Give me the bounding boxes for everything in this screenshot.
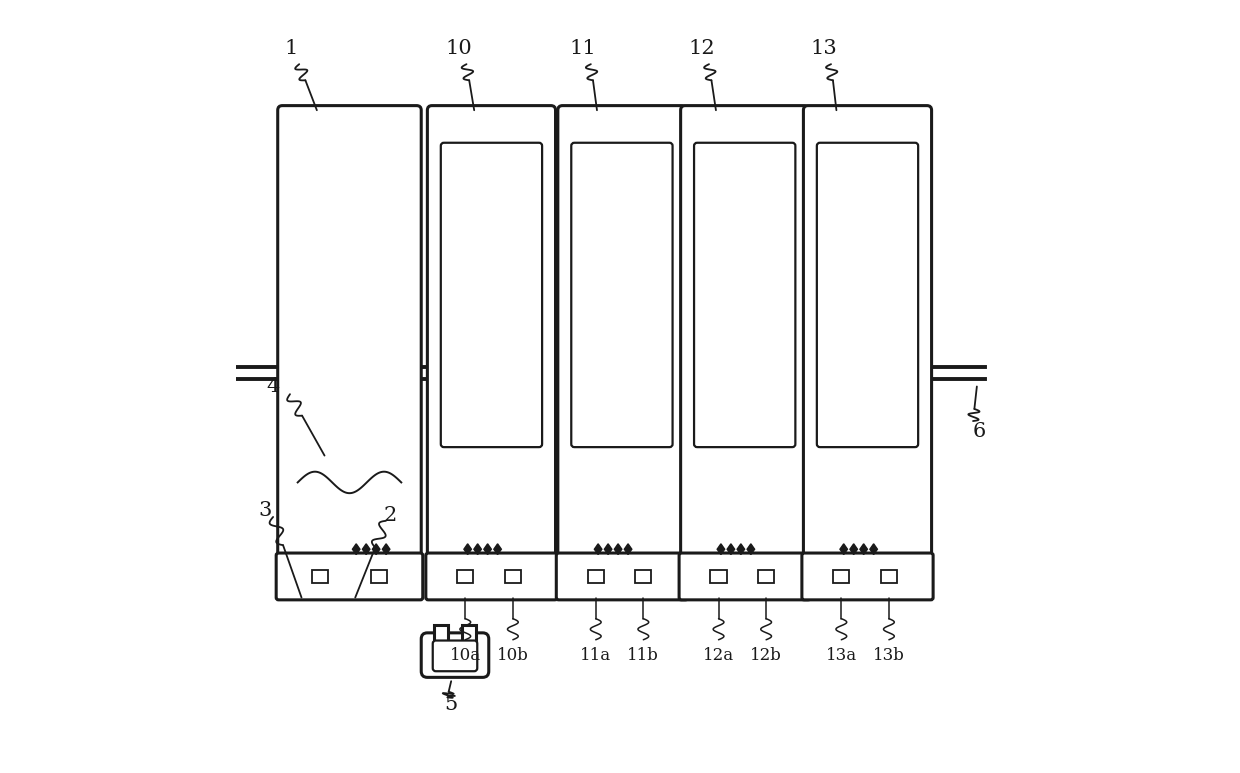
Polygon shape	[614, 544, 621, 554]
Polygon shape	[352, 544, 360, 554]
Text: 11: 11	[570, 39, 596, 58]
Polygon shape	[372, 544, 379, 554]
Text: 1: 1	[285, 39, 299, 58]
FancyBboxPatch shape	[371, 570, 387, 584]
FancyBboxPatch shape	[694, 143, 795, 447]
FancyBboxPatch shape	[278, 106, 422, 560]
Polygon shape	[382, 544, 389, 554]
Polygon shape	[727, 544, 734, 554]
Text: 10b: 10b	[497, 648, 528, 665]
Polygon shape	[494, 544, 501, 554]
Polygon shape	[484, 544, 491, 554]
FancyBboxPatch shape	[817, 143, 918, 447]
FancyBboxPatch shape	[572, 143, 672, 447]
FancyBboxPatch shape	[425, 553, 557, 600]
FancyBboxPatch shape	[434, 625, 448, 644]
Text: 13b: 13b	[873, 648, 905, 665]
FancyBboxPatch shape	[312, 570, 329, 584]
FancyBboxPatch shape	[635, 570, 651, 584]
FancyBboxPatch shape	[680, 553, 810, 600]
FancyBboxPatch shape	[758, 570, 774, 584]
FancyBboxPatch shape	[505, 570, 521, 584]
FancyBboxPatch shape	[277, 553, 423, 600]
FancyBboxPatch shape	[433, 641, 477, 671]
FancyBboxPatch shape	[440, 143, 542, 447]
Text: 11a: 11a	[580, 648, 611, 665]
Polygon shape	[839, 544, 847, 554]
Text: 3: 3	[259, 502, 272, 520]
FancyBboxPatch shape	[711, 570, 727, 584]
Polygon shape	[717, 544, 724, 554]
Text: 11b: 11b	[627, 648, 660, 665]
Polygon shape	[594, 544, 601, 554]
Text: 10a: 10a	[450, 648, 481, 665]
FancyBboxPatch shape	[458, 570, 474, 584]
Polygon shape	[474, 544, 481, 554]
Polygon shape	[624, 544, 632, 554]
FancyBboxPatch shape	[588, 570, 604, 584]
Polygon shape	[859, 544, 868, 554]
Text: 12: 12	[688, 39, 714, 58]
Polygon shape	[746, 544, 755, 554]
Polygon shape	[464, 544, 471, 554]
Text: 12b: 12b	[750, 648, 782, 665]
FancyBboxPatch shape	[422, 633, 489, 677]
Polygon shape	[604, 544, 611, 554]
FancyBboxPatch shape	[802, 553, 934, 600]
Polygon shape	[362, 544, 370, 554]
FancyBboxPatch shape	[833, 570, 849, 584]
FancyBboxPatch shape	[428, 106, 556, 560]
Polygon shape	[849, 544, 857, 554]
Text: 6: 6	[972, 421, 986, 441]
Text: 10: 10	[445, 39, 472, 58]
FancyBboxPatch shape	[557, 553, 687, 600]
Text: 4: 4	[267, 377, 280, 396]
Text: 13a: 13a	[826, 648, 857, 665]
FancyBboxPatch shape	[880, 570, 897, 584]
Text: 13: 13	[810, 39, 837, 58]
FancyBboxPatch shape	[558, 106, 686, 560]
Text: 5: 5	[444, 696, 458, 714]
FancyBboxPatch shape	[804, 106, 931, 560]
Polygon shape	[737, 544, 745, 554]
FancyBboxPatch shape	[681, 106, 808, 560]
FancyBboxPatch shape	[463, 625, 476, 644]
Text: 2: 2	[383, 506, 397, 525]
Polygon shape	[870, 544, 878, 554]
Text: 12a: 12a	[703, 648, 734, 665]
